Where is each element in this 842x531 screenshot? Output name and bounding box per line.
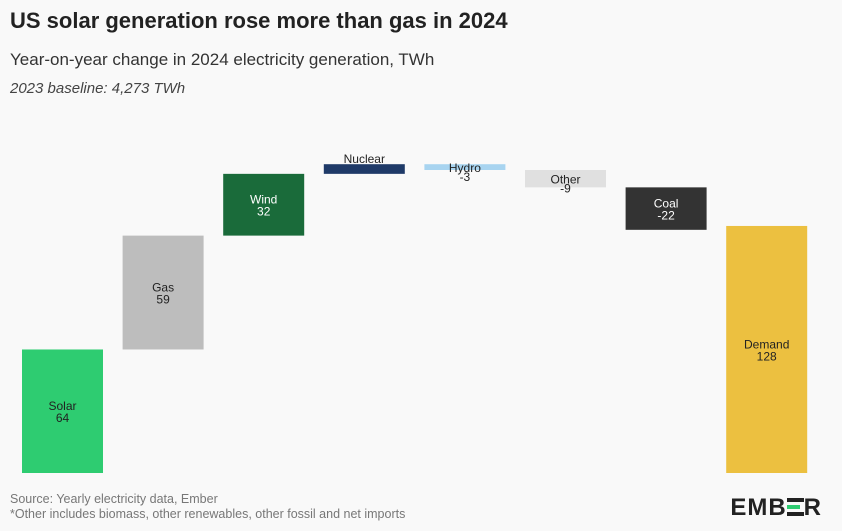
chart-subtitle: Year-on-year change in 2024 electricity …	[10, 50, 435, 69]
value-label-demand: 128	[757, 349, 777, 363]
category-label-demand: Demand	[744, 337, 789, 351]
value-label-coal: -22	[657, 209, 675, 223]
category-label-hydro: Hydro	[449, 161, 481, 175]
value-label-hydro: -3	[460, 170, 471, 184]
category-label-coal: Coal	[654, 197, 679, 211]
value-label-other: -9	[560, 182, 571, 196]
value-label-gas: 59	[156, 293, 170, 307]
chart-title: US solar generation rose more than gas i…	[10, 8, 508, 33]
logo-text-right: R	[803, 494, 822, 521]
value-label-solar: 64	[56, 411, 70, 425]
category-label-nuclear: Nuclear	[344, 152, 385, 166]
bar-gas	[122, 235, 204, 350]
ember-logo: EMB R	[730, 494, 822, 522]
footer: Source: Yearly electricity data, Ember *…	[10, 492, 405, 522]
category-label-other: Other	[550, 173, 580, 187]
bar-wind	[223, 173, 305, 236]
bar-solar	[22, 349, 103, 473]
baseline-note: 2023 baseline: 4,273 TWh	[10, 80, 186, 97]
source-text: Source: Yearly electricity data, Ember	[10, 492, 218, 506]
logo-text-left: EMB	[730, 494, 787, 521]
bar-demand	[726, 225, 808, 473]
bar-hydro	[424, 164, 506, 170]
category-label-gas: Gas	[152, 281, 174, 295]
value-label-wind: 32	[257, 205, 271, 219]
bar-nuclear	[323, 164, 405, 174]
bar-other	[525, 169, 606, 188]
category-label-solar: Solar	[48, 399, 76, 413]
category-label-wind: Wind	[250, 193, 277, 207]
bar-coal	[625, 187, 707, 230]
footnote-text: *Other includes biomass, other renewable…	[10, 507, 406, 521]
logo-e-mark-icon	[786, 494, 804, 522]
